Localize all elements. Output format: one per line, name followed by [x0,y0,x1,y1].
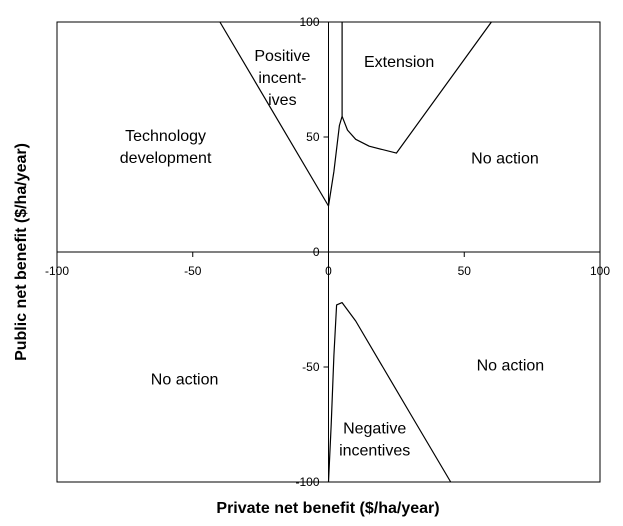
region-label: development [120,150,212,167]
region-label: No action [151,372,219,389]
x-tick-label: 50 [458,264,472,278]
y-tick-label: 100 [299,15,319,29]
y-tick-label: 0 [313,245,320,259]
axes: -100 -50 0 50 100 -100 -50 0 50 100 [45,15,610,489]
x-tick-label: -50 [184,264,202,278]
y-tick-label: -100 [295,475,319,489]
region-label: Negative [343,420,406,437]
region-label: ives [268,92,296,109]
series-line [327,21,492,207]
region-label: No action [477,358,545,375]
y-tick-label: -50 [302,360,320,374]
region-label: incentives [339,442,410,459]
x-tick-label: 100 [590,264,610,278]
series-line [219,21,330,207]
region-label: Positive [254,48,310,65]
y-axis-title: Public net benefit ($/ha/year) [13,143,30,361]
region-label: Technology [125,128,206,145]
series-line [327,302,452,483]
series-group [219,21,492,483]
region-label: Extension [364,54,434,71]
x-tick-label: 0 [325,264,332,278]
region-label: No action [471,151,539,168]
region-label: incent- [258,70,306,87]
x-axis-title: Private net benefit ($/ha/year) [216,500,439,517]
y-tick-label: 50 [306,130,320,144]
region-labels: Technology development Positive incent-ives… [120,48,544,459]
x-tick-label: -100 [45,264,69,278]
